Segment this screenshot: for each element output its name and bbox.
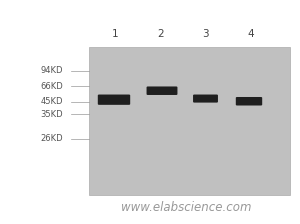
Text: 26KD: 26KD [40,134,63,143]
Text: 4: 4 [247,29,254,39]
Text: 2: 2 [157,29,164,39]
FancyBboxPatch shape [236,97,262,106]
Bar [88,47,290,195]
FancyBboxPatch shape [98,95,130,105]
Text: 94KD: 94KD [40,66,63,75]
FancyBboxPatch shape [147,86,178,95]
Text: 66KD: 66KD [40,82,63,91]
Text: 1: 1 [112,29,119,39]
Text: 3: 3 [202,29,209,39]
Text: 35KD: 35KD [40,110,63,119]
FancyBboxPatch shape [193,95,218,103]
Text: www.elabscience.com: www.elabscience.com [121,201,251,214]
Text: 45KD: 45KD [40,97,63,106]
